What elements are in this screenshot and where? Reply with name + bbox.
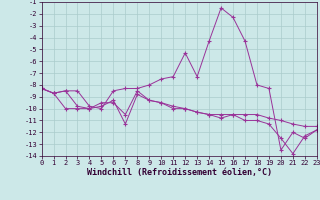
- X-axis label: Windchill (Refroidissement éolien,°C): Windchill (Refroidissement éolien,°C): [87, 168, 272, 177]
